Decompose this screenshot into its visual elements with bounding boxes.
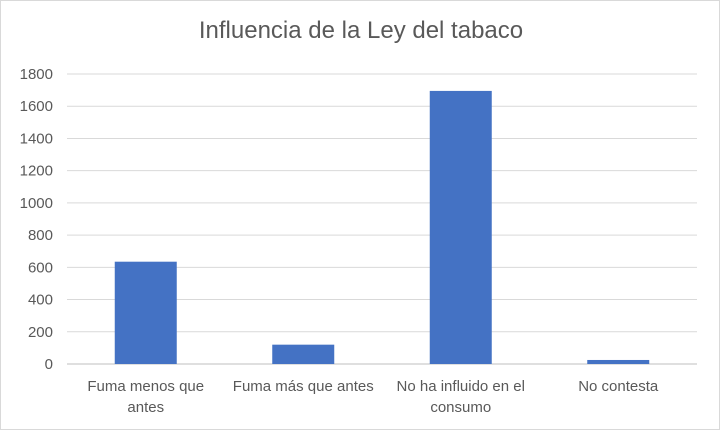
bar <box>429 90 492 365</box>
y-tick-label: 200 <box>28 324 53 341</box>
y-tick-label: 1400 <box>20 130 53 147</box>
x-tick-label: No contesta <box>578 378 659 395</box>
x-tick-label: No ha influido en el <box>397 378 525 395</box>
bar <box>587 359 650 364</box>
y-tick-label: 1000 <box>20 195 53 212</box>
y-tick-label: 1800 <box>20 66 53 83</box>
y-tick-label: 1200 <box>20 163 53 180</box>
x-tick-label: antes <box>127 399 164 416</box>
y-tick-label: 800 <box>28 227 53 244</box>
y-tick-label: 600 <box>28 259 53 276</box>
chart-title: Influencia de la Ley del tabaco <box>198 17 524 44</box>
y-tick-label: 400 <box>28 292 53 309</box>
x-tick-label: Fuma más que antes <box>233 378 374 395</box>
bar <box>114 261 177 364</box>
bar <box>272 344 335 364</box>
y-tick-label: 0 <box>45 356 53 373</box>
x-tick-label: consumo <box>430 399 491 416</box>
x-tick-label: Fuma menos que <box>87 378 204 395</box>
y-tick-label: 1600 <box>20 98 53 115</box>
